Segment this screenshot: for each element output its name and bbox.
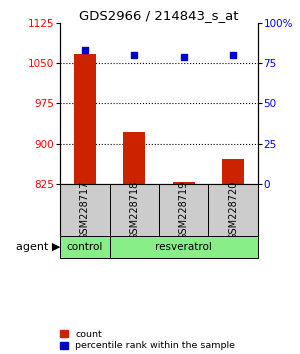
- Legend: count, percentile rank within the sample: count, percentile rank within the sample: [60, 330, 235, 350]
- Point: [231, 52, 236, 58]
- Bar: [110, 236, 258, 258]
- Bar: [222, 159, 244, 184]
- Text: control: control: [67, 242, 103, 252]
- Bar: [172, 182, 195, 184]
- Bar: [123, 132, 146, 184]
- Text: GSM228720: GSM228720: [228, 181, 238, 240]
- Point: [132, 52, 137, 58]
- Bar: [74, 53, 96, 184]
- Point: [82, 47, 87, 53]
- Text: agent ▶: agent ▶: [16, 242, 60, 252]
- Text: GSM228719: GSM228719: [179, 181, 189, 240]
- Bar: [110, 184, 159, 236]
- Text: resveratrol: resveratrol: [155, 242, 212, 252]
- Bar: [159, 184, 208, 236]
- Text: GSM228717: GSM228717: [80, 181, 90, 240]
- Bar: [208, 184, 258, 236]
- Text: GSM228718: GSM228718: [129, 181, 139, 240]
- Bar: [60, 184, 110, 236]
- Point: [181, 54, 186, 59]
- Title: GDS2966 / 214843_s_at: GDS2966 / 214843_s_at: [79, 9, 239, 22]
- Bar: [60, 236, 110, 258]
